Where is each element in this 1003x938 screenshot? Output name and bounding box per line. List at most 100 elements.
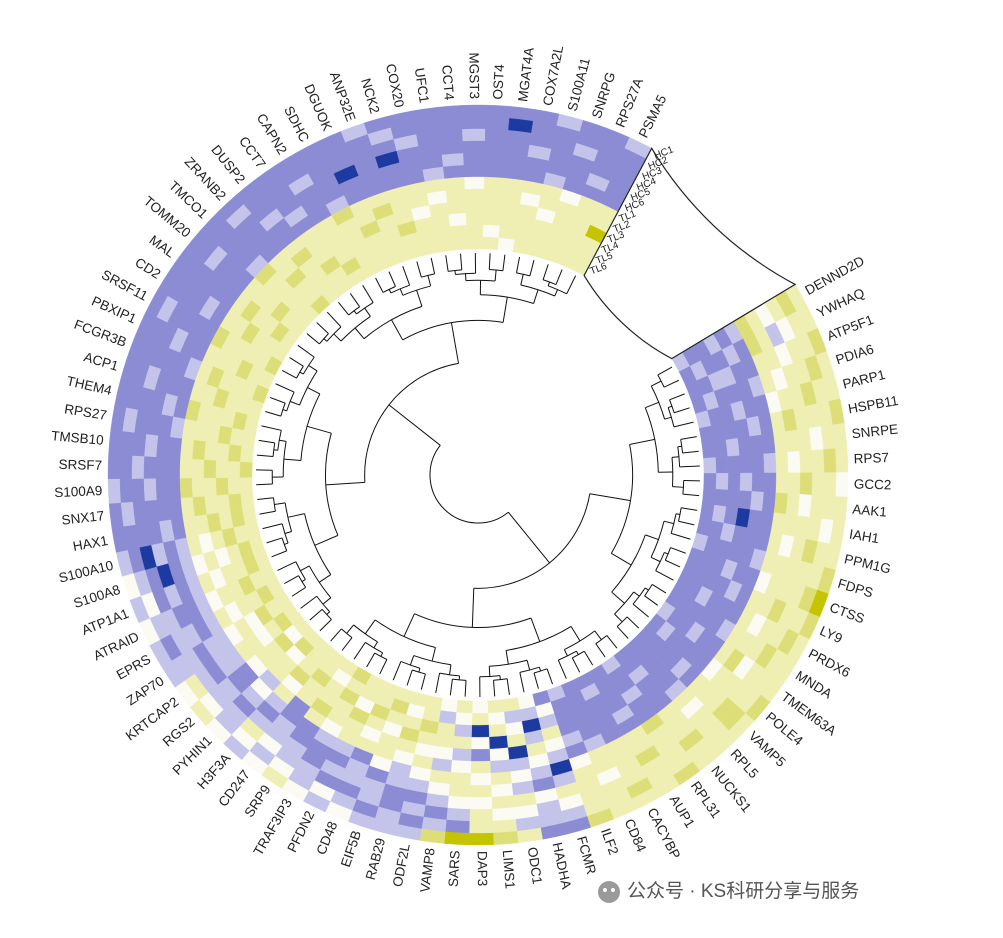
heatmap-cell — [472, 725, 489, 737]
gene-label: COX20 — [383, 62, 407, 108]
heatmap-cell — [787, 473, 800, 494]
dendrogram-branch — [272, 551, 287, 557]
heatmap-cell — [738, 491, 752, 510]
dendrogram-branch — [309, 365, 318, 371]
dendrogram-branch — [298, 345, 314, 357]
heatmap-cell — [787, 451, 800, 473]
heatmap-cell — [466, 213, 483, 225]
dendrogram-branch — [365, 308, 371, 316]
heatmap-cell — [228, 477, 241, 494]
heatmap-cell — [773, 432, 787, 453]
heatmap-cell — [435, 734, 454, 748]
heatmap-cell — [109, 430, 123, 455]
heatmap-cell — [485, 129, 508, 142]
heatmap-cell — [205, 495, 219, 514]
heatmap-cell — [469, 821, 493, 833]
dendrogram-branch — [517, 257, 520, 273]
heatmap-cell — [216, 443, 229, 461]
dendrogram-branch — [431, 258, 434, 274]
heatmap-cell — [483, 213, 501, 226]
gene-label: COX7A2L — [540, 44, 566, 107]
heatmap-cell — [446, 189, 466, 202]
heatmap-cell — [703, 457, 716, 473]
gene-label: RPS7 — [853, 450, 889, 466]
gene-label: ODF2L — [390, 842, 413, 888]
heatmap-cell — [447, 201, 466, 214]
dendrogram-branch — [543, 264, 548, 279]
heatmap-cell — [120, 479, 133, 503]
gene-label: ILF2 — [598, 826, 621, 856]
dendrogram-branch — [307, 334, 320, 344]
dendrogram-branch — [324, 339, 327, 342]
dendrogram-branch — [664, 552, 668, 554]
heatmap-cell — [699, 426, 713, 443]
dendrogram-branch — [334, 334, 341, 341]
heatmap-cell — [472, 713, 489, 725]
dendrogram-branch — [307, 388, 319, 394]
heatmap-cell — [240, 446, 253, 463]
heatmap-cell — [483, 225, 500, 238]
heatmap-cell — [750, 491, 764, 511]
heatmap-cell — [715, 457, 728, 474]
dendrogram-branch — [495, 270, 496, 281]
dendrogram-arc — [430, 445, 508, 523]
gene-label: S100A8 — [72, 582, 122, 611]
heatmap-cell — [485, 141, 508, 154]
heatmap-cell — [121, 431, 135, 455]
heatmap-cell — [492, 807, 516, 821]
heatmap-cell — [242, 430, 256, 447]
heatmap-cell — [702, 489, 715, 506]
heatmap-cell — [823, 473, 836, 497]
dendrogram-branch — [671, 533, 690, 539]
dendrogram-branch — [450, 665, 451, 675]
dendrogram-branch — [670, 394, 685, 400]
heatmap-cell — [484, 201, 503, 214]
heatmap-cell — [436, 238, 453, 252]
gene-label: SRSF7 — [58, 457, 102, 473]
gene-label: CD2 — [132, 255, 163, 282]
dendrogram-branch — [521, 274, 523, 285]
dendrogram-branch — [327, 612, 330, 615]
gene-label: S100A10 — [57, 558, 115, 586]
heatmap-cell — [714, 489, 727, 506]
heatmap-cell — [204, 460, 216, 478]
heatmap-cell — [449, 213, 467, 226]
dendrogram-branch — [259, 440, 275, 443]
heatmap-cell — [462, 129, 485, 141]
heatmap-cell — [491, 783, 513, 797]
heatmap-cell — [204, 478, 217, 496]
gene-label: VAMP8 — [417, 847, 437, 893]
dendrogram-branch — [451, 323, 458, 364]
gene-label: NCK2 — [358, 77, 382, 116]
dendrogram-branch — [665, 560, 680, 567]
heatmap-cell — [108, 479, 121, 504]
heatmap-cell — [751, 454, 764, 473]
heatmap-cell — [714, 440, 728, 457]
heatmap-cell — [156, 457, 168, 478]
dendrogram-branch — [270, 397, 285, 403]
heatmap-cell — [443, 165, 464, 179]
dendrogram-branch — [645, 596, 658, 606]
heatmap-cell — [449, 784, 471, 797]
dendrogram-branch — [319, 575, 331, 583]
dendrogram-branch — [417, 262, 421, 278]
gene-label: RAB29 — [363, 836, 388, 881]
heatmap-cell — [775, 452, 788, 473]
gene-label: OST4 — [490, 63, 507, 100]
gene-label: MGST3 — [466, 52, 482, 99]
gene-label: PBXIP1 — [89, 293, 138, 326]
heatmap-cell — [470, 797, 492, 809]
heatmap-cell — [168, 437, 182, 458]
gene-label: ACP1 — [82, 349, 120, 373]
gene-label: ODC1 — [525, 846, 545, 885]
dendrogram-branch — [627, 617, 639, 628]
gene-label: HSPB11 — [847, 393, 900, 417]
dendrogram-branch — [284, 576, 298, 584]
heatmap-cell — [216, 460, 228, 477]
heatmap-cell — [726, 438, 740, 456]
dendrogram-branch — [282, 370, 296, 378]
heatmap-cell — [228, 461, 240, 478]
dendrogram-branch — [558, 660, 566, 679]
gene-label: SARS — [446, 850, 463, 888]
heatmap-cell — [726, 490, 740, 508]
